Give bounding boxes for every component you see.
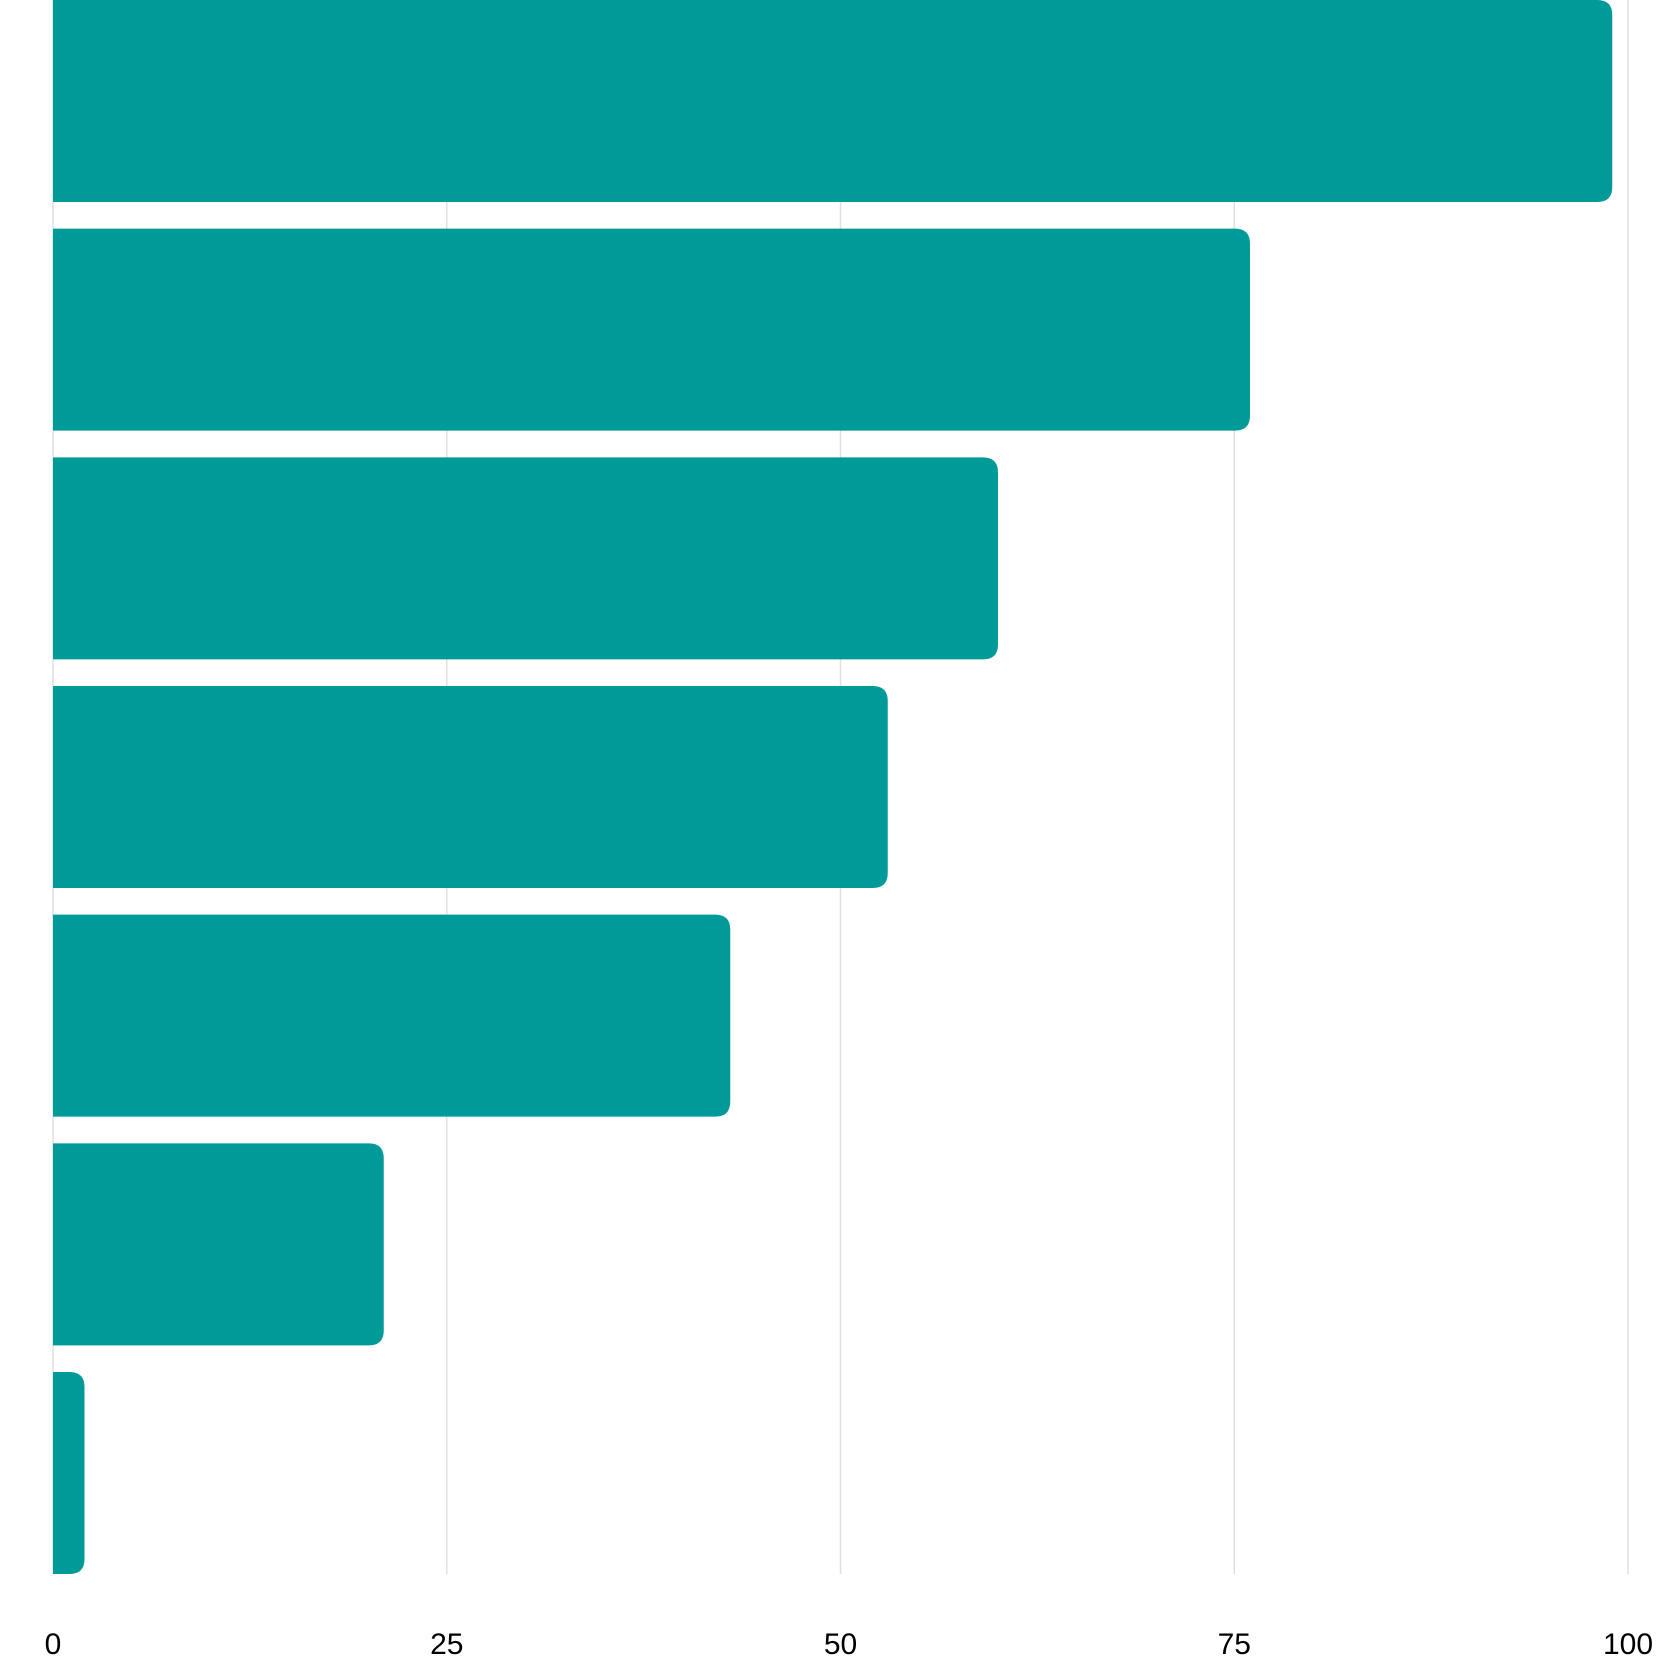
x-tick-label: 100 [1603,1628,1653,1661]
bar [53,1143,384,1346]
bar [53,1372,85,1574]
x-tick-label: 75 [1218,1628,1251,1661]
bar [53,0,1613,202]
bar [53,457,998,660]
bar [53,686,888,888]
x-tick-label: 25 [430,1628,463,1661]
x-tick-label: 0 [45,1628,62,1661]
x-tick-label: 50 [824,1628,857,1661]
bar [53,228,1250,431]
bar [53,914,731,1117]
